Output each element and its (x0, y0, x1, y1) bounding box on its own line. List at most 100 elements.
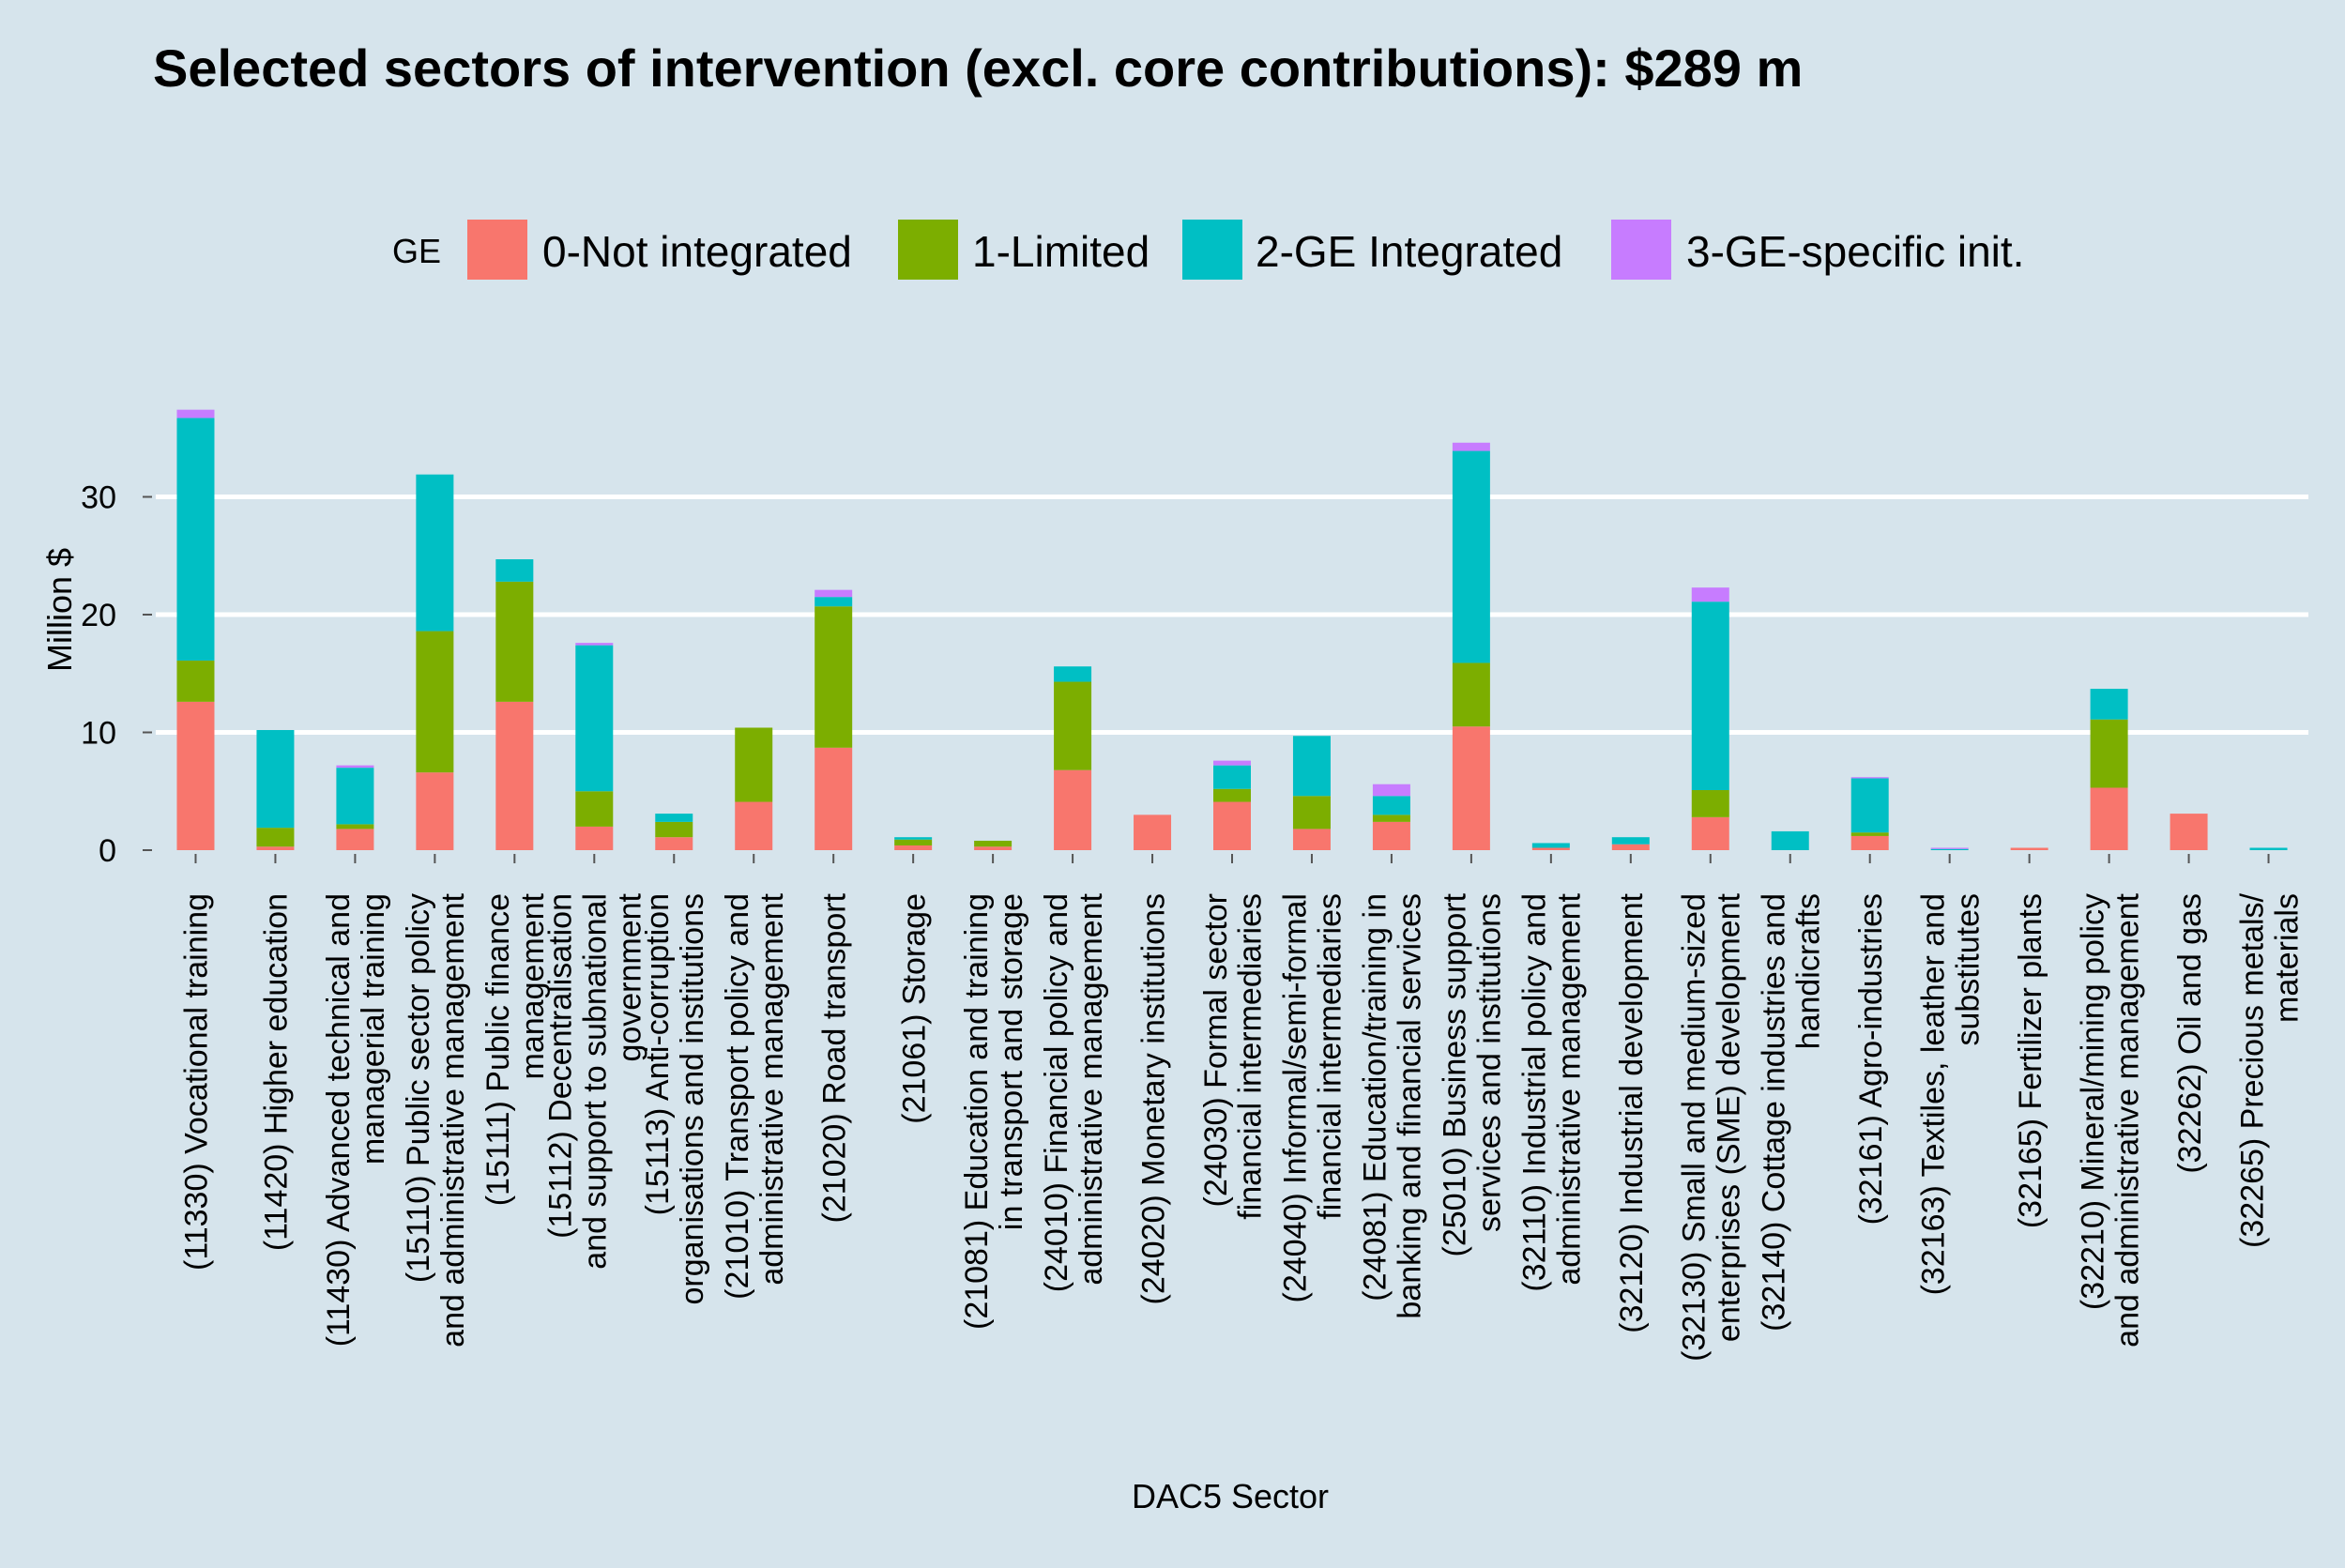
x-tick-label: (24040) Informal/semi-formalfinancial in… (1278, 893, 1348, 1302)
x-tick-label: (32210) Mineral/mining policyand adminis… (2075, 892, 2145, 1347)
legend-swatch (898, 220, 958, 280)
bar-stack (1372, 784, 1410, 850)
bar-segment (495, 559, 534, 582)
bar-segment (336, 829, 374, 850)
x-tick-label-line: (32120) Industrial development (1614, 892, 1650, 1332)
x-axis: (11330) Vocational training (11420) Highe… (179, 854, 2305, 1362)
bar-segment (1531, 843, 1570, 848)
chart-title: Selected sectors of intervention (excl. … (153, 38, 1803, 98)
x-tick-label-line: (32210) Mineral/mining policy (2075, 893, 2110, 1310)
bar-segment (1930, 847, 1969, 849)
bar-stack (2249, 847, 2288, 850)
bar-segment (1134, 814, 1172, 850)
x-tick-label-line: (32140) Cottage industries and (1756, 893, 1791, 1332)
legend-item: 1-Limited (898, 220, 1150, 280)
x-tick-label-line: (32165) Fertilizer plants (2013, 893, 2048, 1228)
bar-segment (894, 839, 933, 845)
bar-segment (1691, 601, 1729, 790)
bar-segment (336, 824, 374, 830)
bar-segment (894, 837, 933, 840)
bar-stack (1611, 837, 1650, 850)
bar-segment (815, 597, 853, 607)
x-tick-label: (11420) Higher education (259, 893, 295, 1251)
bar-segment (256, 828, 295, 847)
x-tick-label-line: handicrafts (1790, 893, 1826, 1049)
bar-stack (176, 409, 215, 850)
bar-stack (575, 643, 614, 850)
bar-segment (1213, 760, 1251, 766)
x-tick-label-line: (21020) Road transport (816, 892, 852, 1223)
bar-segment (1771, 830, 1809, 850)
x-tick-label-line: (32265) Precious metals/ (2234, 892, 2270, 1248)
x-tick-label-line: (32110) Industrial policy and (1517, 893, 1553, 1292)
bar-segment (1611, 837, 1650, 845)
bar-segment (336, 765, 374, 769)
bar-segment (655, 814, 693, 822)
bar-segment (1452, 442, 1490, 451)
x-tick-label-line: administrative management (1552, 892, 1588, 1285)
bar-stack (1292, 736, 1331, 850)
gridlines (156, 495, 2308, 735)
bar-segment (176, 660, 215, 702)
legend-swatch (1611, 220, 1671, 280)
x-tick-label-line: (32161) Agro-industries (1853, 893, 1889, 1225)
bar-stack (1771, 830, 1809, 850)
legend-label: 1-Limited (972, 227, 1150, 276)
x-tick-label-line: enterprises (SME) development (1712, 892, 1747, 1342)
x-tick-label-line: administrative management (1074, 892, 1109, 1285)
x-tick-label-line: (25010) Business support (1438, 892, 1473, 1256)
bar-segment (1054, 681, 1092, 770)
bar-segment (1930, 848, 1969, 850)
y-tick-label: 0 (99, 833, 116, 869)
x-tick-label: (11430) Advanced technical andmanagerial… (321, 893, 391, 1347)
bar-segment (655, 837, 693, 850)
x-tick-label-line: (21081) Education and training (959, 893, 995, 1330)
x-tick-label-line: substitutes (1950, 893, 1986, 1046)
x-tick-label-line: financial intermediaries (1313, 893, 1348, 1220)
x-tick-label-line: and support to subnational (578, 893, 614, 1270)
bar-stack (1930, 847, 1969, 850)
x-axis-title: DAC5 Sector (1132, 1477, 1329, 1515)
bar-segment (336, 768, 374, 825)
bar-segment (815, 606, 853, 748)
y-tick-label: 20 (81, 598, 116, 633)
x-tick-label-line: (21010) Transport policy and (720, 893, 755, 1300)
bar-segment (2090, 719, 2128, 788)
bar-segment (1292, 736, 1331, 797)
x-tick-label-line: organisations and institutions (675, 893, 710, 1305)
x-tick-label: (32165) Fertilizer plants (2013, 893, 2048, 1228)
x-tick-label-line: (24010) Financial policy and (1039, 893, 1074, 1292)
legend-label: 2-GE Integrated (1256, 227, 1562, 276)
bar-segment (1054, 666, 1092, 682)
x-tick-label: (32163) Textiles, leather andsubstitutes (1915, 893, 1986, 1295)
x-tick-label: (32265) Precious metals/materials (2234, 892, 2305, 1248)
bar-segment (1691, 587, 1729, 602)
y-axis-title: Million $ (40, 548, 79, 672)
legend: GE 0-Not integrated 1-Limited 2-GE Integrat… (392, 220, 2024, 280)
bar-segment (1850, 778, 1889, 833)
x-tick-label-line: (24081) Education/training in (1358, 893, 1393, 1302)
bar-segment (1452, 450, 1490, 663)
y-axis: 0 10 20 30 (81, 480, 152, 869)
bar-segment (1213, 788, 1251, 802)
bar-segment (1213, 801, 1251, 850)
bar-segment (1611, 844, 1650, 850)
bar-segment (416, 772, 454, 850)
x-tick-label: (21061) Storage (896, 893, 932, 1124)
bars (176, 409, 2288, 850)
x-tick-label-line: (32163) Textiles, leather and (1915, 893, 1951, 1295)
bar-segment (575, 643, 614, 646)
bar-stack (735, 727, 773, 850)
x-tick-label: (21081) Education and trainingin transpo… (959, 893, 1029, 1330)
x-tick-label-line: (32262) Oil and gas (2172, 893, 2208, 1174)
y-tick-label: 10 (81, 716, 116, 752)
x-tick-label-line: administrative management (754, 892, 790, 1285)
bar-segment (176, 418, 215, 661)
bar-segment (1850, 832, 1889, 836)
bar-segment (495, 581, 534, 702)
x-tick-label-line: in transport and storage (994, 893, 1029, 1230)
bar-stack (2090, 689, 2128, 850)
bar-segment (1292, 829, 1331, 850)
